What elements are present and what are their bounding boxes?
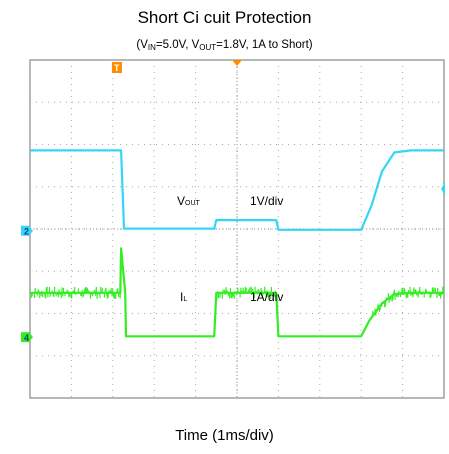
vout-trace: [30, 149, 444, 231]
vout-label: VOUT: [177, 194, 201, 208]
chart-title: Short Ci cuit Protection: [137, 8, 312, 27]
il-label: IL: [180, 290, 187, 304]
chart-subtitle: (VIN=5.0V, VOUT=1.8V, 1A to Short): [0, 39, 449, 52]
il-scale: 1A/div: [250, 290, 283, 304]
vout-marker: [21, 225, 33, 236]
subtitle-vout-subscript: OUT: [199, 43, 217, 52]
subtitle-part-1: (V: [136, 39, 148, 51]
trigger-marker-icon: [111, 62, 122, 73]
traces: [29, 149, 445, 338]
il-marker: [21, 332, 33, 343]
x-axis-label: Time (1ms/div): [175, 427, 274, 444]
trace-labels: VOUT 1V/div IL 1A/div: [177, 194, 283, 304]
vout-scale: 1V/div: [250, 194, 283, 208]
il-marker-label: 4: [24, 333, 29, 343]
channel-markers: 2 4 T: [21, 60, 445, 343]
subtitle-part-3: =1.8V, 1A to Short): [216, 39, 313, 51]
vout-marker-label: 2: [24, 227, 29, 237]
trigger-marker-label: T: [114, 63, 120, 73]
trigger-position-icon: [232, 60, 242, 66]
il-ripple: [29, 254, 445, 318]
vout-right-cursor-icon: [441, 182, 445, 196]
subtitle-vin-subscript: IN: [147, 43, 156, 52]
subtitle-part-2: =5.0V, V: [155, 39, 200, 51]
